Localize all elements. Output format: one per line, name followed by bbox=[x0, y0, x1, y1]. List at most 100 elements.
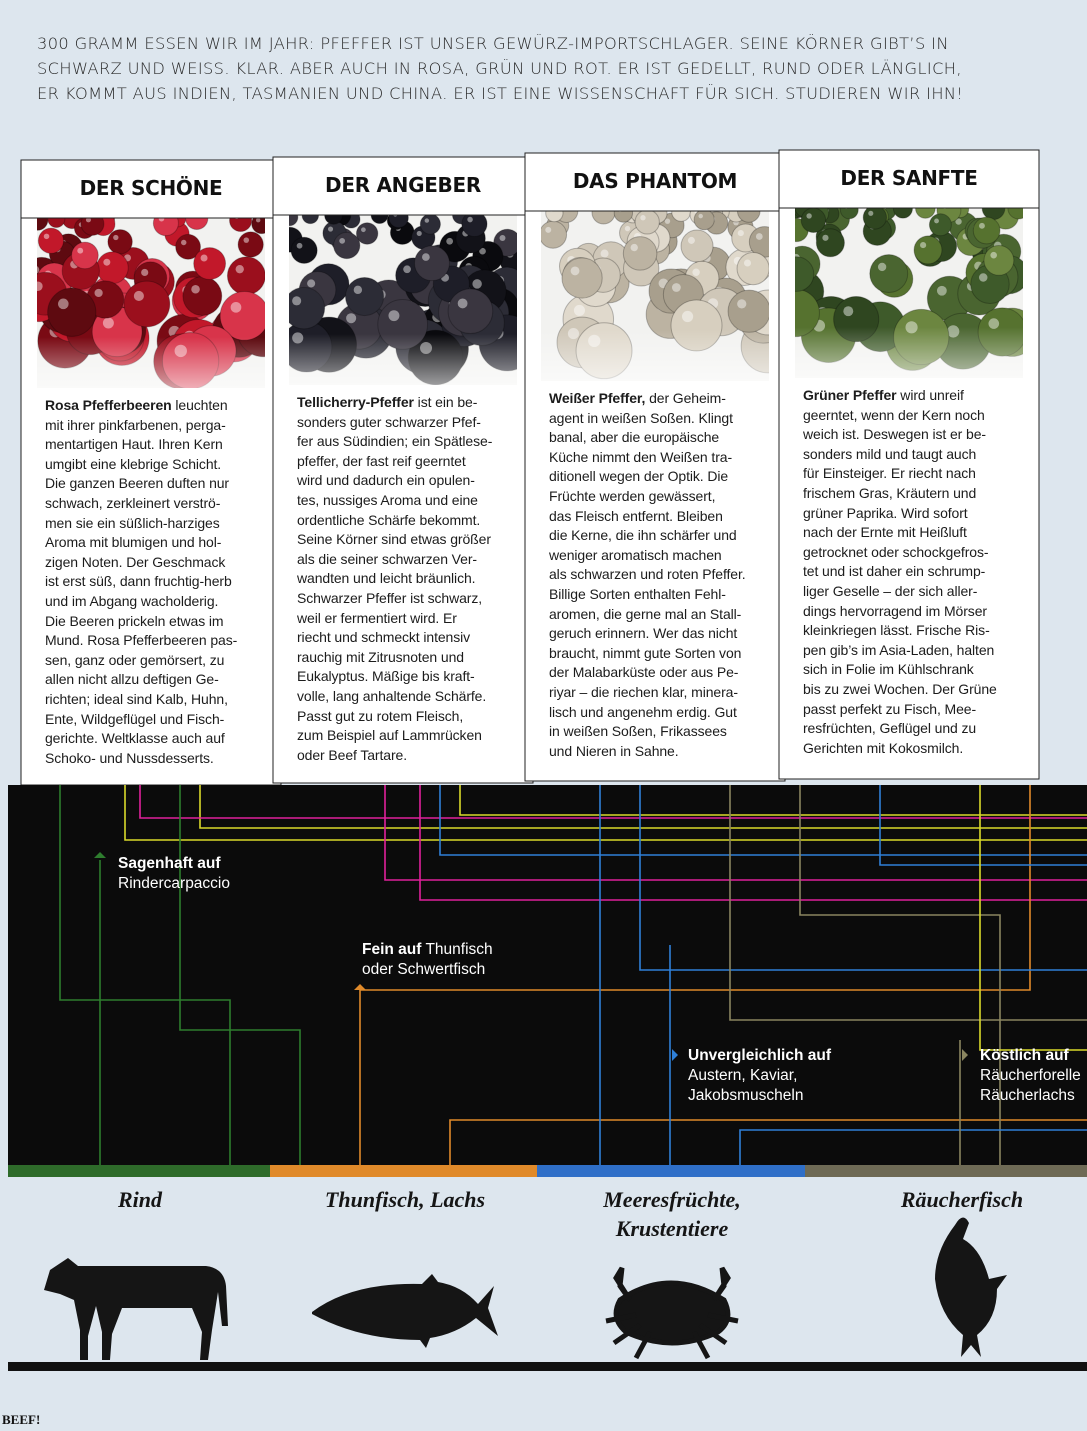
card-text: kleinkriegen lässt. Frische Ris- bbox=[803, 622, 990, 639]
card-text: wird unreif bbox=[896, 387, 964, 403]
card-text-line: ist erst süß, dann fruchtig-herb bbox=[45, 573, 232, 589]
card-text-line: lisch und angenehm erdig. Gut bbox=[549, 704, 737, 720]
pairing-line: Unvergleichlich auf bbox=[688, 1046, 831, 1066]
card-text-line: banal, aber die europäische bbox=[549, 429, 719, 445]
card-text-line: weich ist. Deswegen ist er be- bbox=[803, 426, 986, 442]
card-text-line: volle, lang anhaltende Schärfe. bbox=[297, 688, 486, 704]
card-lead: Tellicherry-Pfeffer bbox=[297, 394, 414, 410]
card-text: leuchten bbox=[171, 397, 228, 413]
card-text: ditionell wegen der Optik. Die bbox=[549, 468, 729, 485]
card-text: liger Geselle – der sich aller- bbox=[803, 583, 978, 599]
card-text-line: nach der Ernte mit Heißluft bbox=[803, 524, 967, 540]
card-text: als die seiner schwarzen Ver- bbox=[297, 550, 477, 567]
card-title: DER SANFTE bbox=[840, 166, 978, 190]
card-title: DAS PHANTOM bbox=[572, 169, 738, 193]
intro-line: ER KOMMT AUS INDIEN, TASMANIEN UND CHINA… bbox=[37, 84, 964, 103]
card-text: richten; ideal sind Kalb, Huhn, bbox=[45, 691, 228, 707]
card-text: frischem Gras, Kräutern und bbox=[803, 485, 977, 501]
card-text-line: Mund. Rosa Pfefferbeeren pas- bbox=[45, 632, 237, 648]
card-text: pfeffer, der fast reif geerntet bbox=[297, 452, 466, 469]
pairing-panel bbox=[8, 785, 1087, 1165]
card-text-line: Die ganzen Beeren duften nur bbox=[45, 475, 229, 491]
card-text-line: umgibt eine klebrige Schicht. bbox=[45, 456, 221, 472]
pairing-line: Fein auf Thunfisch bbox=[362, 940, 493, 960]
card-text-line: für Einsteiger. Er riecht nach bbox=[803, 465, 976, 481]
card-text: passt perfekt zu Fisch, Mee- bbox=[803, 700, 977, 717]
card-text-line: Weißer Pfeffer, der Geheim- bbox=[549, 390, 726, 406]
card-text: als schwarzen und roten Pfeffer. bbox=[549, 566, 746, 583]
card-text: allen nicht allzu deftigen Ge- bbox=[45, 671, 219, 688]
card-text-line: aromen, die gerne mal an Stall- bbox=[549, 606, 741, 622]
card-text: gerichte. Weltklasse auch auf bbox=[45, 730, 225, 747]
card-text: zum Beispiel auf Lammrücken bbox=[297, 727, 482, 744]
card-text: men sie ein süßlich-harziges bbox=[45, 514, 220, 531]
card-text-line: Seine Körner sind etwas größer bbox=[297, 531, 491, 547]
card-lead: Rosa Pfefferbeeren bbox=[45, 397, 172, 413]
card-text-line: in weißen Soßen, Frikassees bbox=[549, 723, 727, 739]
card-text-line: schwach, zerkleinert verströ- bbox=[45, 495, 220, 511]
card-text: Passt gut zu rotem Fleisch, bbox=[297, 707, 464, 724]
card-text-line: grüner Paprika. Wird sofort bbox=[803, 505, 968, 521]
card-text-line: und Nieren in Sahne. bbox=[549, 743, 679, 759]
card-text: grüner Paprika. Wird sofort bbox=[803, 504, 968, 521]
card-text-line: bis zu zwei Wochen. Der Grüne bbox=[803, 681, 997, 697]
card-text: Früchte werden gewässert, bbox=[549, 488, 716, 504]
card-text-line: sich in Folie im Kühlschrank bbox=[803, 661, 974, 677]
pairing-line: Räucherforelle bbox=[980, 1067, 1081, 1084]
card-text: oder Beef Tartare. bbox=[297, 746, 408, 763]
card-text: umgibt eine klebrige Schicht. bbox=[45, 455, 222, 472]
card-text-line: als die seiner schwarzen Ver- bbox=[297, 551, 477, 567]
card-text: agent in weißen Soßen. Klingt bbox=[549, 409, 733, 426]
category-label: Meeresfrüchte, bbox=[603, 1187, 741, 1212]
card-text-line: mentartigen Haut. Ihren Kern bbox=[45, 436, 223, 452]
card-text-line: Küche nimmt den Weißen tra- bbox=[549, 449, 732, 465]
category-label: Rind bbox=[117, 1187, 163, 1212]
card-text-line: ordentliche Schärfe bekommt. bbox=[297, 512, 480, 528]
card-text-line: Früchte werden gewässert, bbox=[549, 488, 715, 504]
card-text: für Einsteiger. Er riecht nach bbox=[803, 465, 976, 482]
card-text-line: braucht, nimmt gute Sorten von bbox=[549, 645, 741, 661]
card-text: mit ihrer pinkfarbenen, perga- bbox=[45, 416, 226, 433]
card-text: sonders guter schwarzer Pfef- bbox=[297, 413, 481, 430]
card-text: tes, nussiges Aroma und eine bbox=[297, 492, 478, 508]
card-text-line: fer aus Südindien; ein Spätlese- bbox=[297, 433, 492, 449]
card-text: Seine Körner sind etwas größer bbox=[297, 531, 491, 548]
pairing-line: Jakobsmuscheln bbox=[688, 1087, 804, 1104]
pairing-line: Austern, Kaviar, bbox=[688, 1067, 798, 1084]
card-text: Schwarzer Pfeffer ist schwarz, bbox=[297, 590, 483, 606]
card-text-line: Aroma mit blumigen und hol- bbox=[45, 534, 221, 550]
card-text-line: Schwarzer Pfeffer ist schwarz, bbox=[297, 590, 482, 606]
pairing-bold: Köstlich auf bbox=[980, 1047, 1069, 1064]
pairing-line: Rindercarpaccio bbox=[118, 875, 230, 892]
card-text: wird und dadurch ein opulen- bbox=[297, 472, 475, 489]
intro-line: 300 GRAMM ESSEN WIR IM JAHR: PFEFFER IST… bbox=[37, 34, 949, 53]
card-text: fer aus Südindien; ein Spätlese- bbox=[297, 433, 493, 450]
category-label: Thunfisch, Lachs bbox=[324, 1187, 486, 1212]
card-text: Die ganzen Beeren duften nur bbox=[45, 475, 229, 492]
card-text: rauchig mit Zitrusnoten und bbox=[297, 648, 464, 665]
card-text: tet und ist daher ein schrump- bbox=[803, 563, 986, 580]
connector-lines bbox=[59, 785, 1087, 1165]
card-text-line: men sie ein süßlich-harziges bbox=[45, 515, 220, 531]
card-text: resfrüchten, Geflügel und zu bbox=[803, 720, 977, 737]
card-text-line: richten; ideal sind Kalb, Huhn, bbox=[45, 691, 228, 707]
card-text: geerntet, wenn der Kern noch bbox=[803, 406, 985, 423]
card-text: riecht und schmeckt intensiv bbox=[297, 629, 471, 646]
pointer-heads bbox=[94, 852, 968, 1061]
card-text: sich in Folie im Kühlschrank bbox=[803, 661, 974, 678]
card-text: die Kerne, die ihn schärfer und bbox=[549, 527, 737, 544]
card-text-line: tes, nussiges Aroma und eine bbox=[297, 492, 478, 508]
card-text-line: oder Beef Tartare. bbox=[297, 747, 407, 763]
ground-line bbox=[8, 1362, 1087, 1371]
card-text-line: wird und dadurch ein opulen- bbox=[297, 472, 475, 488]
card-text-line: Eukalyptus. Mäßige bis kraft- bbox=[297, 668, 475, 684]
card-text: der Geheim- bbox=[645, 390, 726, 406]
card-text: und Nieren in Sahne. bbox=[549, 742, 679, 759]
pairing-bold: Unvergleichlich auf bbox=[688, 1047, 831, 1064]
card-text: sen, ganz oder gemörsert, zu bbox=[45, 651, 225, 668]
card-text-line: weil er fermentiert wird. Er bbox=[297, 610, 457, 626]
card-text-line: getrocknet oder schockgefros- bbox=[803, 544, 989, 560]
card-text-line: frischem Gras, Kräutern und bbox=[803, 485, 976, 501]
card-text: in weißen Soßen, Frikassees bbox=[549, 723, 727, 740]
